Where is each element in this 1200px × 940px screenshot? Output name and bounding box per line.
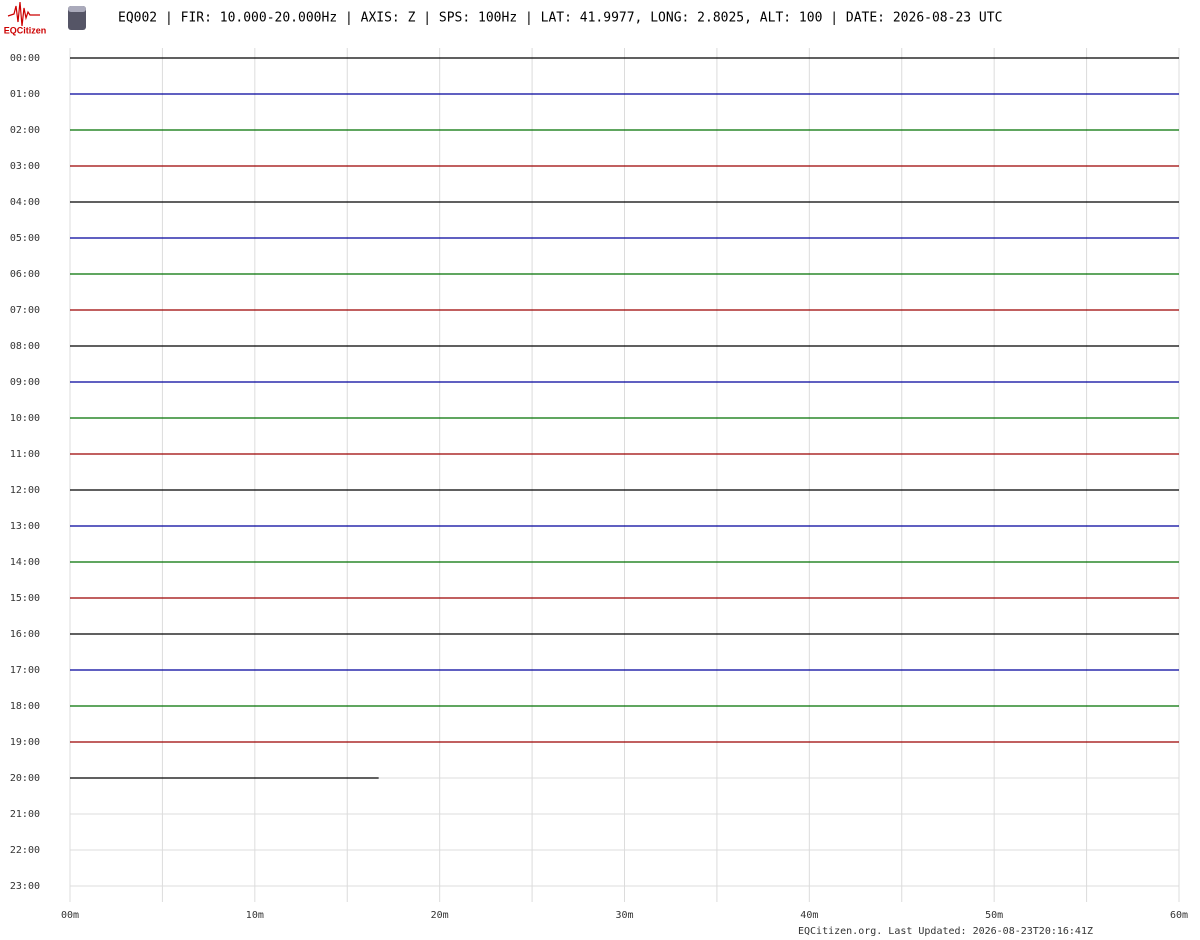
row-label: 12:00	[10, 485, 40, 496]
sensor-icon-top	[68, 6, 86, 12]
row-label: 08:00	[10, 341, 40, 352]
x-tick-label: 60m	[1170, 910, 1188, 921]
row-label: 06:00	[10, 269, 40, 280]
row-label: 20:00	[10, 773, 40, 784]
row-label: 19:00	[10, 737, 40, 748]
row-label: 14:00	[10, 557, 40, 568]
row-label: 17:00	[10, 665, 40, 676]
x-tick-label: 20m	[431, 910, 449, 921]
x-tick-label: 10m	[246, 910, 264, 921]
row-label: 15:00	[10, 593, 40, 604]
row-label: 01:00	[10, 89, 40, 100]
logo: EQCitizen	[4, 1, 86, 35]
row-label: 07:00	[10, 305, 40, 316]
chart-title: EQ002 | FIR: 10.000-20.000Hz | AXIS: Z |…	[118, 11, 1002, 26]
row-label: 23:00	[10, 881, 40, 892]
logo-wave	[7, 1, 40, 27]
row-label: 05:00	[10, 233, 40, 244]
row-label: 10:00	[10, 413, 40, 424]
row-label: 03:00	[10, 161, 40, 172]
x-tick-label: 00m	[61, 910, 79, 921]
row-label: 09:00	[10, 377, 40, 388]
row-label: 22:00	[10, 845, 40, 856]
row-label: 16:00	[10, 629, 40, 640]
row-label: 11:00	[10, 449, 40, 460]
footer: EQCitizen.org. Last Updated: 2026-08-23T…	[798, 926, 1093, 937]
x-tick-label: 50m	[985, 910, 1003, 921]
row-label: 13:00	[10, 521, 40, 532]
row-label: 21:00	[10, 809, 40, 820]
row-label: 02:00	[10, 125, 40, 136]
row-label: 18:00	[10, 701, 40, 712]
row-label: 00:00	[10, 53, 40, 64]
x-tick-label: 30m	[615, 910, 633, 921]
x-tick-label: 40m	[800, 910, 818, 921]
logo-text: EQCitizen	[4, 25, 47, 35]
row-label: 04:00	[10, 197, 40, 208]
